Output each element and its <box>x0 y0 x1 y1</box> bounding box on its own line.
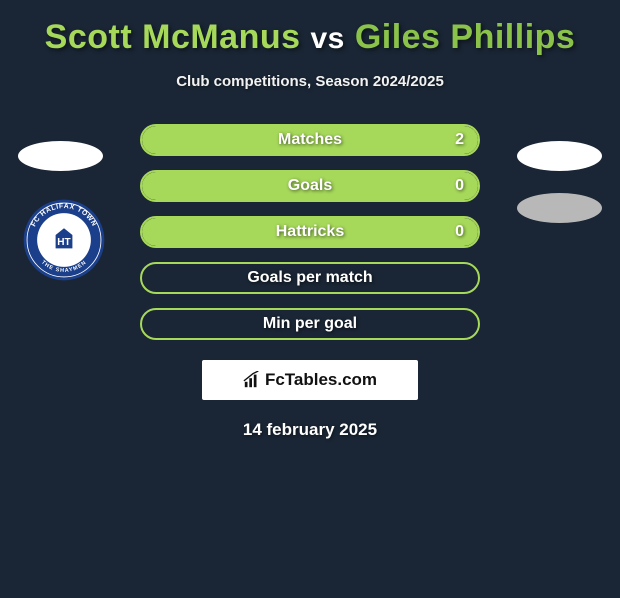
page-title: Scott McManus vs Giles Phillips <box>0 18 620 57</box>
player1-name: Scott McManus <box>45 18 301 56</box>
bar-value: 0 <box>455 223 464 241</box>
bar-label: Hattricks <box>276 223 344 241</box>
bar-matches: Matches 2 <box>140 124 480 156</box>
player2-photo-placeholder <box>517 141 602 171</box>
bar-label: Matches <box>278 131 342 149</box>
subtitle: Club competitions, Season 2024/2025 <box>0 73 620 90</box>
bar-min-per-goal: Min per goal <box>140 308 480 340</box>
bar-goals: Goals 0 <box>140 170 480 202</box>
brand-chart-icon <box>243 371 261 389</box>
player2-name: Giles Phillips <box>355 18 576 56</box>
bar-label: Goals <box>288 177 332 195</box>
bar-label: Goals per match <box>247 269 372 287</box>
brand-box: FcTables.com <box>202 360 418 400</box>
player1-photo-placeholder <box>18 141 103 171</box>
bar-goals-per-match: Goals per match <box>140 262 480 294</box>
vs-text: vs <box>310 22 344 55</box>
bar-hattricks: Hattricks 0 <box>140 216 480 248</box>
svg-text:HT: HT <box>57 237 71 248</box>
brand-text: FcTables.com <box>265 370 377 390</box>
bar-value: 0 <box>455 177 464 195</box>
player2-club-placeholder <box>517 193 602 223</box>
bar-label: Min per goal <box>263 315 357 333</box>
player1-club-badge: HT FC HALIFAX TOWN THE SHAYMEN <box>22 198 106 282</box>
bar-value: 2 <box>455 131 464 149</box>
date-text: 14 february 2025 <box>0 420 620 440</box>
